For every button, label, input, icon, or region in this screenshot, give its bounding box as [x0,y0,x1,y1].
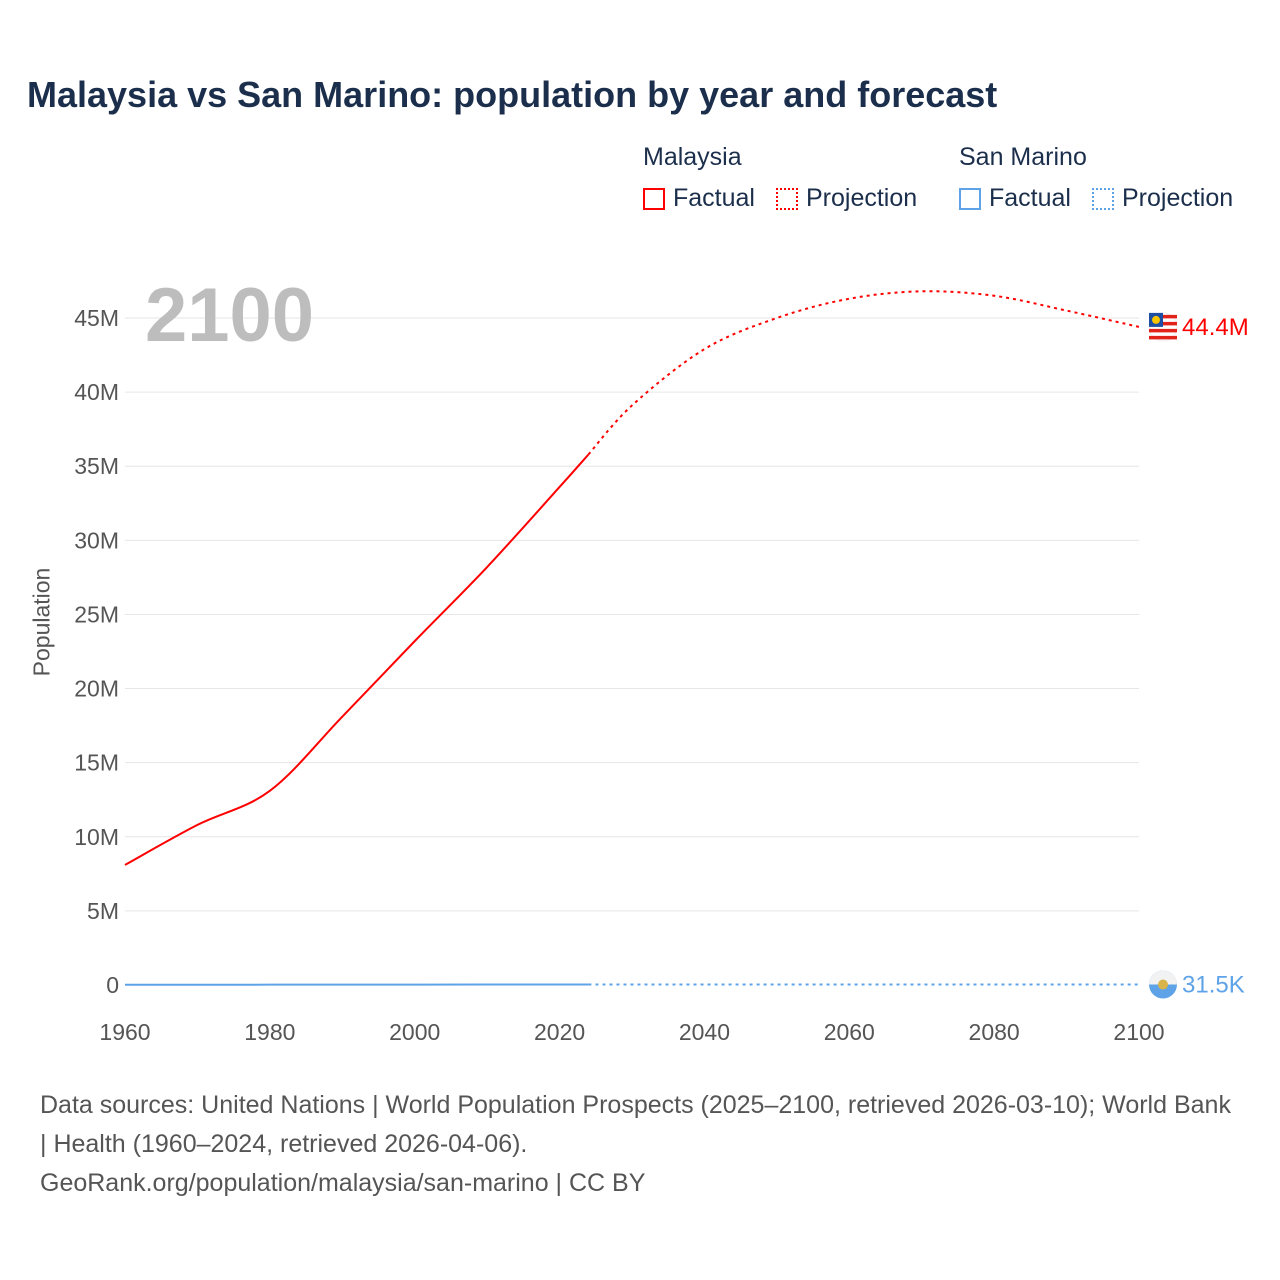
legend-swatch [776,187,798,210]
legend-malaysia-factual[interactable]: Factual [643,184,755,213]
flag-stripe [1149,328,1177,333]
x-tick-label: 2040 [679,1019,730,1045]
y-tick-label: 45M [74,305,119,331]
legend-group-san-marino: San Marino [959,143,1087,171]
x-tick-label: 1980 [244,1019,295,1045]
y-tick-label: 20M [74,676,119,702]
footer: Data sources: United Nations | World Pop… [40,1086,1240,1203]
y-tick-label: 10M [74,824,119,850]
y-tick-label: 5M [87,898,119,924]
y-tick-label: 25M [74,601,119,627]
data-sources: Data sources: United Nations | World Pop… [40,1091,1231,1158]
legend-group-malaysia: Malaysia [643,143,742,171]
y-tick-label: 0 [106,972,119,998]
x-tick-label: 2100 [1113,1019,1164,1045]
x-tick-label: 2080 [969,1019,1020,1045]
legend-swatch [959,187,981,210]
flag-white-half [1149,970,1178,985]
x-tick-label: 2000 [389,1019,440,1045]
malaysia-projection-line [587,290,1140,456]
legend-label: Factual [673,184,755,212]
malaysia-factual-line [124,453,590,866]
flag-crescent [1152,315,1160,324]
legend-san-marino-factual[interactable]: Factual [959,184,1071,213]
legend-label: Projection [806,184,918,212]
y-tick-label: 15M [74,750,119,776]
current-year-label: 2100 [145,273,315,358]
legend-swatch [1092,187,1114,210]
flag-stripe [1149,335,1177,340]
y-tick-label: 35M [74,453,119,479]
legend-san-marino-projection[interactable]: Projection [1092,184,1233,213]
legend-swatch [643,187,665,210]
x-tick-label: 2060 [824,1019,875,1045]
legend-label: Projection [1122,184,1234,212]
malaysia-end-label: 44.4M [1182,314,1249,341]
flag-emblem [1158,979,1168,990]
y-tick-label: 30M [74,527,119,553]
chart-title: Malaysia vs San Marino: population by ye… [27,74,998,115]
legend-label: Factual [989,184,1071,212]
y-tick-label: 40M [74,379,119,405]
san-marino-end-label: 31.5K [1182,972,1245,999]
source-link[interactable]: GeoRank.org/population/malaysia/san-mari… [40,1169,646,1197]
y-axis-label: Population [28,567,55,677]
legend-malaysia-projection[interactable]: Projection [776,184,917,213]
x-tick-label: 2020 [534,1019,585,1045]
x-tick-label: 1960 [99,1019,150,1045]
